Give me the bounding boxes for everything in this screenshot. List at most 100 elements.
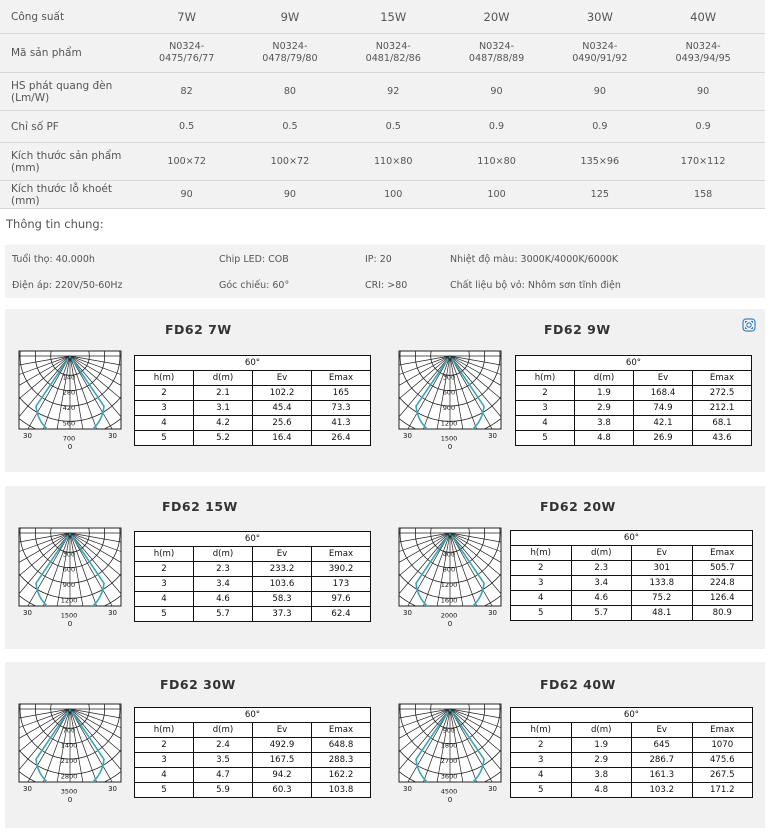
polar-ring-label: 420 xyxy=(63,404,75,412)
spec-cell: 90 xyxy=(180,188,193,200)
photometric-table: 60° h(m) d(m) Ev Emax 2 2.1 102.2 165 3 3.1 45.4 73.… xyxy=(134,355,371,446)
table-cell: 1.9 xyxy=(570,737,632,753)
polar-ring-label: 900 xyxy=(443,404,455,412)
polar-radial-line xyxy=(27,532,71,606)
table-row: 2 2.3 301 505.7 xyxy=(510,560,753,576)
table-cell: 161.3 xyxy=(631,767,693,783)
spec-cell: 0.9 xyxy=(488,120,505,132)
polar-radial-line xyxy=(69,355,121,386)
table-cell: 2.9 xyxy=(574,400,634,416)
polar-radial-line xyxy=(69,532,121,577)
polar-radial-line xyxy=(449,708,501,771)
polar-radial-line xyxy=(449,532,477,606)
polar-radial-line xyxy=(407,355,451,429)
table-cell: 4 xyxy=(515,415,575,431)
polar-radial-line xyxy=(69,708,113,782)
polar-curve xyxy=(35,355,105,429)
table-row: 4 3.8 42.1 68.1 xyxy=(515,415,752,431)
polar-radial-line xyxy=(449,355,501,386)
table-row: 2 2.4 492.9 648.8 xyxy=(134,737,371,753)
table-header-cell: d(m) xyxy=(193,722,253,738)
polar-radial-line xyxy=(56,708,71,782)
power-30w: 30W xyxy=(586,9,613,24)
table-cell: 26.9 xyxy=(633,430,693,446)
table-header-cell: Ev xyxy=(252,546,312,562)
polar-center-label: 0 xyxy=(448,354,452,362)
spec-cell: N0324- 0490/91/92 xyxy=(572,41,628,64)
polar-ring-label: 800 xyxy=(443,566,455,574)
polar-ring-label: 300 xyxy=(63,550,75,558)
table-row: 3 2.9 286.7 475.6 xyxy=(510,752,753,768)
polar-radial-line xyxy=(43,532,71,606)
table-header-cell: h(m) xyxy=(134,546,194,562)
polar-radial-line xyxy=(19,355,71,400)
table-header-cell: Ev xyxy=(631,722,693,738)
polar-radial-line xyxy=(19,708,71,753)
table-cell: 5.7 xyxy=(193,606,253,622)
spec-cell: N0324- 0475/76/77 xyxy=(159,41,215,64)
chart-title: FD62 7W xyxy=(165,322,232,337)
table-cell: 80.9 xyxy=(691,605,753,621)
table-cell: 4 xyxy=(134,591,194,607)
spec-cell: 110×80 xyxy=(477,155,516,167)
polar-radial-line xyxy=(449,708,501,728)
polar-bottom-label: 0 xyxy=(68,796,72,804)
polar-radial-line xyxy=(399,708,451,719)
table-row: 4 4.6 75.2 126.4 xyxy=(510,590,753,606)
polar-side-label: 30 xyxy=(488,609,497,617)
table-cell: 4 xyxy=(510,767,572,783)
table-cell: 25.6 xyxy=(252,415,312,431)
table-cell: 60.3 xyxy=(252,782,312,798)
share-icon[interactable] xyxy=(740,316,758,334)
table-cell: 45.4 xyxy=(252,400,312,416)
photometric-table: 60° h(m) d(m) Ev Emax 2 1.9 168.4 272.5 3 2.9 74.9 2… xyxy=(515,355,752,446)
polar-radial-line xyxy=(449,355,501,400)
table-cell: 3.4 xyxy=(570,575,632,591)
spec-cell: 110×80 xyxy=(373,155,413,167)
polar-ring-label: 1400 xyxy=(61,742,78,750)
polar-radial-line xyxy=(449,708,464,782)
spec-row: Kích thước sản phẩm (mm) 100×72 100×72 110×… xyxy=(0,143,765,181)
polar-radial-line xyxy=(19,532,71,595)
polar-bottom-label: 0 xyxy=(448,443,452,451)
table-row: 5 5.2 16.4 26.4 xyxy=(134,430,371,446)
table-cell: 645 xyxy=(631,737,693,753)
table-cell: 48.1 xyxy=(631,605,693,621)
table-header-cell: d(m) xyxy=(193,546,253,562)
table-cell: 42.1 xyxy=(633,415,693,431)
polar-curve xyxy=(415,532,485,606)
polar-center-label: 0 xyxy=(68,707,72,715)
table-cell: 62.4 xyxy=(311,606,371,622)
spec-header-label: Công suất xyxy=(11,10,65,23)
polar-radial-line xyxy=(399,355,451,400)
spec-cell: 90 xyxy=(593,85,606,97)
polar-radial-line xyxy=(399,532,451,577)
spec-header-row: Công suất 7W 9W 15W 20W 30W 40W xyxy=(0,0,765,34)
polar-radial-line xyxy=(69,355,113,429)
table-row: 2 1.9 168.4 272.5 xyxy=(515,385,752,401)
spec-cell: 0.5 xyxy=(282,120,298,132)
spec-cell: 90 xyxy=(490,85,503,97)
table-cell: 2.9 xyxy=(570,752,632,768)
table-row: 3 3.4 103.6 173 xyxy=(134,576,371,592)
polar-radial-line xyxy=(19,355,71,418)
photometric-table: 60° h(m) d(m) Ev Emax 2 2.4 492.9 648.8 3 3.5 167.5… xyxy=(134,707,371,798)
table-header-cell: h(m) xyxy=(510,722,572,738)
polar-radial-line xyxy=(69,355,97,429)
chart-title: FD62 30W xyxy=(160,677,236,692)
power-7w: 7W xyxy=(177,9,196,24)
polar-radial-line xyxy=(69,532,121,595)
polar-curve xyxy=(415,708,485,782)
polar-radial-line xyxy=(56,355,71,429)
polar-bottom-label: 0 xyxy=(448,796,452,804)
polar-ring-label: 2800 xyxy=(61,772,78,780)
table-cell: 2 xyxy=(515,385,575,401)
table-cell: 286.7 xyxy=(631,752,693,768)
polar-side-label: 30 xyxy=(23,432,32,440)
spec-row: Kích thước lỗ khoét (mm) 90 90 100 100 125 158 xyxy=(0,181,765,209)
table-cell: 16.4 xyxy=(252,430,312,446)
table-header-cell: Emax xyxy=(311,370,371,386)
spec-cell: 100 xyxy=(384,188,403,200)
